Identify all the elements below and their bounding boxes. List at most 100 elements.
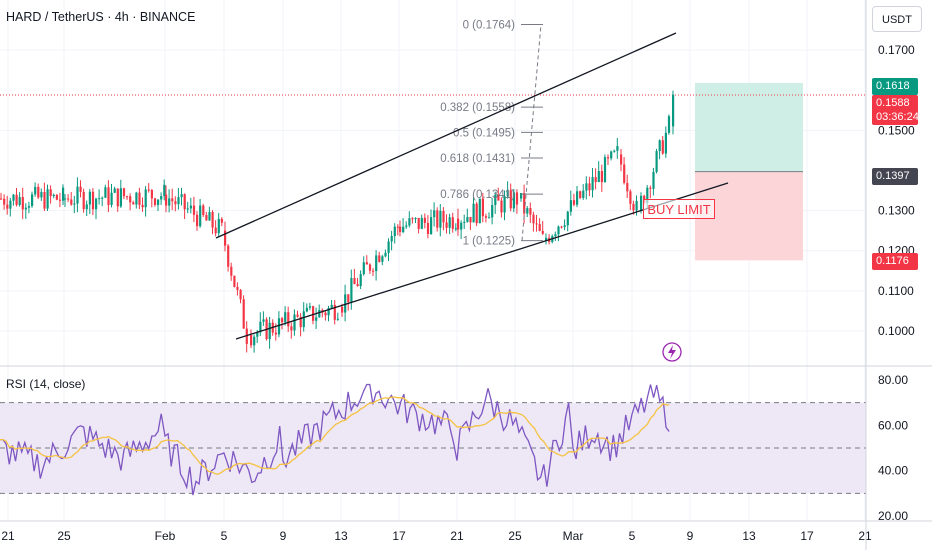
candle-body xyxy=(541,230,544,234)
candle-body xyxy=(597,171,600,183)
candle-body xyxy=(147,189,150,191)
candle-body xyxy=(24,207,27,210)
candle-body xyxy=(632,203,635,211)
candle-body xyxy=(186,208,189,210)
candle-body xyxy=(603,157,607,183)
x-tick-label: 17 xyxy=(800,529,814,543)
candle-body xyxy=(457,218,460,230)
candle-body xyxy=(302,311,305,328)
candle-body xyxy=(98,198,101,200)
candle-body xyxy=(253,336,256,346)
y-tick-label: 0.1500 xyxy=(878,123,915,137)
candle-body xyxy=(591,177,594,191)
candle-body xyxy=(110,192,113,206)
currency-button[interactable]: USDT xyxy=(872,6,922,32)
candle-body xyxy=(76,186,79,204)
candle-body xyxy=(566,211,569,226)
entry-price-label: 0.1397 xyxy=(872,168,918,185)
last-price-value: 0.1588 xyxy=(876,97,910,109)
candle-body xyxy=(576,191,579,205)
candle-body xyxy=(417,217,420,229)
candle-body xyxy=(336,318,339,320)
candle-body xyxy=(299,316,302,328)
candle-body xyxy=(256,332,259,337)
alert-lightning-icon xyxy=(662,342,682,362)
candle-body xyxy=(180,194,183,198)
candle-body xyxy=(585,183,588,191)
x-tick-label: 21 xyxy=(858,529,872,543)
candle-body xyxy=(535,223,538,225)
candle-body xyxy=(387,241,390,253)
candle-body xyxy=(347,294,350,303)
candle-body xyxy=(451,217,454,229)
fib-level-label: 1 (0.1225) xyxy=(463,236,516,248)
candle-body xyxy=(308,306,312,308)
candle-body xyxy=(135,192,138,205)
candle-body xyxy=(472,203,475,223)
candle-body xyxy=(411,218,414,220)
candle-body xyxy=(274,332,277,335)
candle-body xyxy=(365,262,368,265)
candle-body xyxy=(119,188,122,207)
candle-body xyxy=(569,200,572,212)
candle-body xyxy=(327,308,330,316)
candle-body xyxy=(664,132,667,154)
candle-body xyxy=(554,234,557,237)
candle-body xyxy=(202,205,205,215)
candle-body xyxy=(484,216,488,218)
candle-body xyxy=(91,191,95,210)
candle-body xyxy=(31,194,34,207)
fib-level-label: 0.382 (0.1558) xyxy=(440,102,515,114)
candle-body xyxy=(157,199,160,205)
candle-body xyxy=(144,189,147,208)
candle-body xyxy=(497,194,500,201)
candle-body xyxy=(620,154,623,165)
candle-body xyxy=(600,171,603,183)
x-tick-label: 17 xyxy=(392,529,406,543)
candle-body xyxy=(356,284,359,287)
candle-body xyxy=(46,189,49,209)
candle-body xyxy=(174,201,177,205)
x-tick-label: 9 xyxy=(687,529,694,543)
candle-body xyxy=(70,199,73,205)
fib-level-label: 0.618 (0.1431) xyxy=(440,153,515,165)
candle-body xyxy=(318,309,321,318)
candle-body xyxy=(284,312,287,323)
candle-body xyxy=(616,146,619,151)
candle-body xyxy=(475,203,478,224)
candle-body xyxy=(43,191,46,209)
candle-body xyxy=(448,217,451,228)
candle-body xyxy=(259,321,262,333)
candle-body xyxy=(433,210,436,218)
candle-body xyxy=(341,306,344,313)
candle-body xyxy=(64,198,67,200)
candle-body xyxy=(330,304,333,309)
candle-body xyxy=(445,222,448,228)
candle-body xyxy=(67,198,70,200)
candle-body xyxy=(49,189,52,197)
candle-body xyxy=(588,183,591,191)
last-price-label: 0.1588 03:36:24 xyxy=(872,95,919,125)
candle-body xyxy=(171,198,174,202)
candle-body xyxy=(224,230,227,246)
candle-body xyxy=(6,204,9,209)
candle-body xyxy=(613,150,616,152)
candle-body xyxy=(73,203,76,205)
candle-body xyxy=(362,262,365,275)
x-tick-label: 5 xyxy=(221,529,228,543)
candle-body xyxy=(557,226,560,235)
candle-body xyxy=(62,187,65,201)
y-tick-label: 0.1100 xyxy=(878,284,914,298)
candle-body xyxy=(37,186,40,198)
candle-body xyxy=(312,306,315,321)
candle-body xyxy=(296,314,299,317)
candle-body xyxy=(402,226,405,233)
candle-body xyxy=(506,190,509,197)
candle-body xyxy=(481,198,484,217)
candle-body xyxy=(523,192,526,214)
candle-body xyxy=(242,299,245,329)
candle-body xyxy=(214,227,217,234)
target-price-label: 0.1618 xyxy=(872,78,918,95)
candle-body xyxy=(196,214,199,227)
candle-body xyxy=(545,237,548,241)
